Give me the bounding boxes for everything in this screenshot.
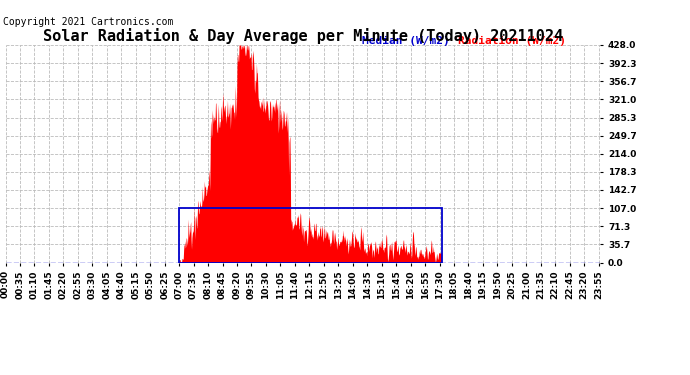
- Text: Median (W/m2): Median (W/m2): [362, 36, 450, 46]
- Bar: [179, 208, 442, 262]
- Text: Copyright 2021 Cartronics.com: Copyright 2021 Cartronics.com: [3, 17, 174, 27]
- Text: Radiation (W/m2): Radiation (W/m2): [457, 36, 566, 46]
- Title: Solar Radiation & Day Average per Minute (Today) 20211024: Solar Radiation & Day Average per Minute…: [43, 28, 563, 44]
